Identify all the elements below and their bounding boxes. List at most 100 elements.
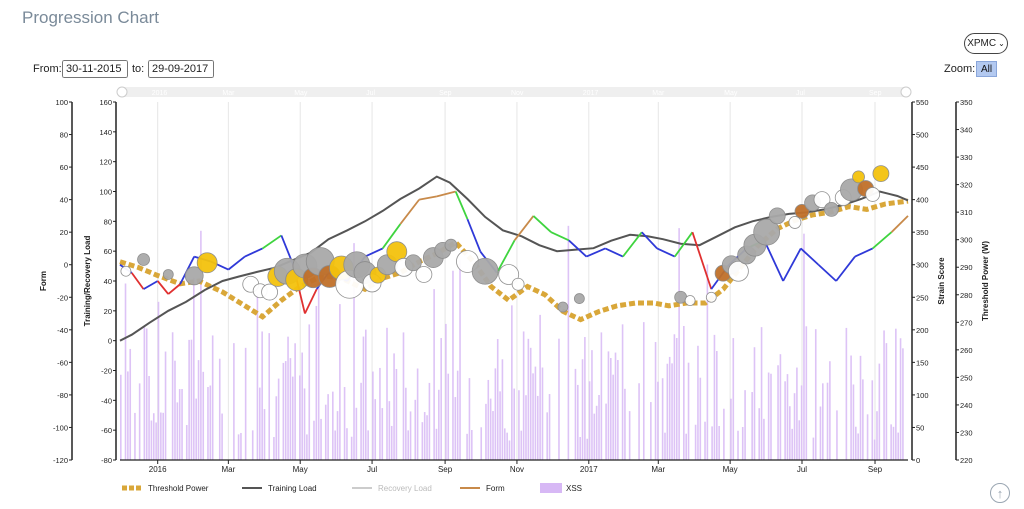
xss-bar: [716, 351, 718, 460]
xss-bar: [379, 367, 381, 460]
form-line-segment: [381, 223, 402, 249]
legend-item-label[interactable]: Threshold Power: [148, 484, 209, 493]
navigator-left-handle: [116, 86, 128, 98]
xss-bar: [157, 301, 160, 460]
zoom-label: Zoom:: [944, 63, 976, 75]
xss-bar: [268, 333, 271, 460]
xss-bar: [282, 362, 285, 460]
xss-bar: [586, 438, 589, 460]
form-line-segment: [262, 234, 282, 250]
tick-label: 260: [960, 346, 973, 355]
legend-item-label[interactable]: XSS: [566, 484, 582, 493]
tick-label: 290: [960, 263, 973, 272]
form-line-segment: [532, 215, 552, 233]
xss-bar: [221, 413, 223, 460]
xss-bar: [164, 351, 167, 460]
tick-label: 230: [960, 428, 973, 437]
xss-bar: [501, 359, 504, 460]
navigator-tick-label: Jul: [366, 90, 375, 97]
xss-bar: [315, 305, 318, 460]
xss-bar: [605, 403, 607, 460]
xss-bar: [390, 425, 393, 460]
x-tick-label: 2017: [580, 465, 598, 474]
xss-bubble: [824, 201, 839, 217]
xss-bar: [711, 426, 713, 460]
legend-item-label[interactable]: Recovery Load: [378, 484, 432, 493]
xss-bubble: [768, 207, 786, 225]
xss-bar: [414, 399, 417, 460]
tick-label: 80: [60, 131, 68, 140]
tick-label: 100: [916, 391, 929, 400]
xss-bar: [819, 406, 822, 460]
tick-label: 300: [960, 236, 973, 245]
to-date-input[interactable]: [148, 60, 214, 78]
xss-bar: [723, 408, 725, 460]
xss-bar: [527, 338, 530, 460]
xss-bar: [308, 324, 311, 460]
x-tick-label: Mar: [221, 465, 235, 474]
xss-bar: [584, 337, 586, 460]
tick-label: 60: [104, 247, 112, 256]
axes: 100806040200-20-40-60-80-100-120Form1601…: [39, 98, 990, 474]
form-line-segment: [568, 239, 588, 258]
xss-bar: [494, 368, 497, 460]
model-select-button[interactable]: XPMC ⌄: [964, 33, 1008, 54]
scroll-top-button[interactable]: ↑: [990, 483, 1010, 503]
xss-bar: [577, 384, 579, 460]
from-date-input[interactable]: [62, 60, 128, 78]
xss-bar: [492, 411, 494, 460]
xss-bar: [546, 412, 548, 460]
form-line-segment: [890, 215, 909, 233]
xss-bar: [489, 398, 492, 460]
tick-label: -40: [101, 396, 112, 405]
xss-bars: [120, 225, 904, 460]
tick-label: 140: [99, 128, 112, 137]
xss-bar: [197, 360, 200, 460]
legend-item-label[interactable]: Training Load: [268, 484, 317, 493]
xss-bar: [857, 433, 859, 460]
xss-bar: [638, 383, 640, 460]
xss-bar: [275, 396, 278, 460]
xss-bar: [786, 374, 789, 460]
xss-bubble: [404, 254, 422, 272]
xss-bar: [581, 359, 584, 460]
legend[interactable]: Threshold Power Training Load Recovery Loa…: [122, 483, 582, 493]
xss-bar: [134, 412, 136, 460]
zoom-all-button[interactable]: All: [976, 61, 997, 77]
chevron-down-icon: ⌄: [998, 39, 1005, 48]
form-line-segment: [656, 247, 676, 258]
xss-bubble: [184, 266, 204, 286]
xss-bar: [324, 404, 327, 460]
tick-label: 550: [916, 98, 929, 107]
legend-item-label[interactable]: Form: [486, 484, 505, 493]
xss-bar: [753, 347, 756, 460]
xss-bar: [593, 413, 596, 460]
form-line-segment: [763, 239, 784, 282]
tick-label: 0: [916, 456, 920, 465]
xss-bar: [899, 338, 902, 460]
xss-bar: [353, 243, 355, 460]
xss-bar: [506, 432, 508, 460]
xss-bar: [395, 368, 398, 460]
navigator-tick-label: 2017: [583, 90, 599, 97]
form-line-segment: [691, 231, 713, 290]
tick-label: 100: [55, 98, 68, 107]
xss-bar: [485, 403, 487, 460]
tick-label: 320: [960, 181, 973, 190]
x-tick-label: Jul: [797, 465, 807, 474]
navigator-track: [120, 87, 908, 97]
xss-bar: [883, 330, 885, 460]
form-line-segment: [244, 247, 263, 258]
tick-label: 310: [960, 208, 973, 217]
x-tick-label: 2016: [149, 465, 167, 474]
navigator-tick-label: May: [294, 90, 308, 97]
tick-label: 500: [916, 131, 929, 140]
xss-bar: [466, 433, 468, 460]
xss-bar: [320, 418, 322, 460]
xss-bar: [732, 338, 735, 460]
xss-bar: [744, 390, 746, 460]
xss-bar: [440, 338, 442, 460]
xss-bar: [777, 365, 779, 460]
navigator-tick-label: 2016: [152, 90, 168, 97]
xss-bar: [758, 408, 761, 460]
